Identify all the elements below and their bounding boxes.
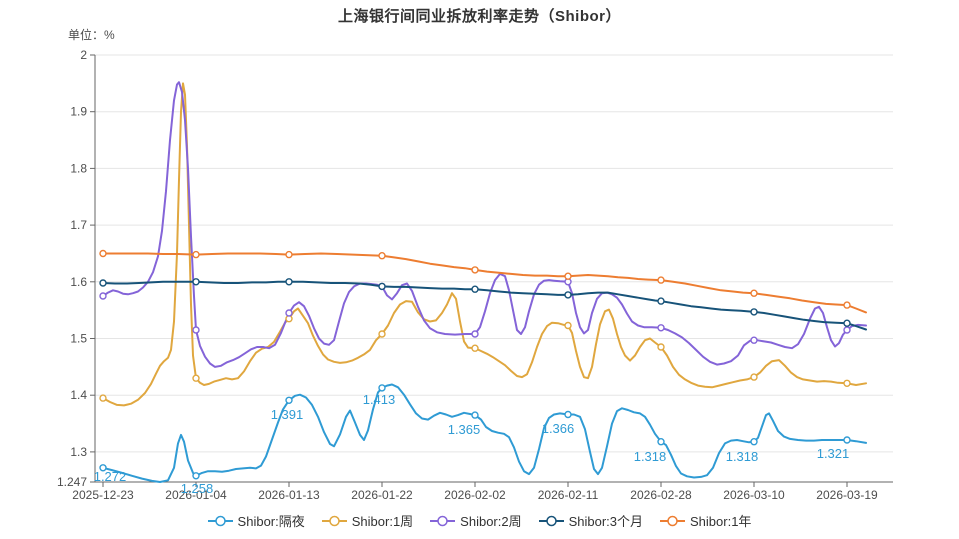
legend-item-label: Shibor:1年 [690,514,752,529]
data-point-marker-1w [657,343,665,351]
data-point-label: 1.391 [271,407,304,422]
data-point-marker-2w [471,330,479,338]
series-line-3m [102,280,867,331]
data-point-marker-overnight [99,464,107,472]
x-axis-tick-label: 2026-02-11 [538,488,599,502]
legend-marker-icon [660,515,686,526]
data-point-marker-1y [843,301,851,309]
y-axis-tick-label: 1.5 [70,332,87,346]
data-point-marker-3m [285,278,293,286]
data-point-marker-overnight [471,411,479,419]
data-point-marker-1w [378,330,386,338]
data-point-marker-overnight [285,396,293,404]
data-point-label: 1.413 [363,392,396,407]
data-point-label: 1.318 [726,449,759,464]
x-axis-tick-label: 2026-02-02 [444,488,506,502]
data-point-marker-2w [285,309,293,317]
legend-marker-icon [430,515,456,526]
data-point-label: 1.366 [542,421,575,436]
data-point-label: 1.258 [181,481,214,496]
data-point-label: 1.272 [94,469,127,484]
legend-item-label: Shibor:2周 [460,514,522,529]
legend-item-1w[interactable]: Shibor:1周 [321,511,414,530]
legend-item-2w[interactable]: Shibor:2周 [430,511,522,530]
data-point-marker-1y [285,250,293,259]
data-point-marker-1w [99,394,107,402]
series-line-2w [102,81,867,368]
data-point-marker-3m [657,297,665,305]
y-axis-tick-label: 1.3 [70,445,87,459]
data-point-marker-1y [192,250,200,259]
data-point-marker-overnight [750,438,758,446]
data-point-marker-3m [99,279,107,287]
legend-item-overnight[interactable]: Shibor:隔夜 [207,511,305,530]
data-point-marker-2w [750,336,758,344]
data-point-marker-overnight [564,410,572,419]
data-point-marker-1w [564,321,572,330]
data-point-marker-1w [471,344,479,352]
series-line-1w [102,82,867,407]
legend-marker-icon [538,515,564,526]
data-point-marker-2w [192,326,200,334]
data-point-marker-3m [843,319,851,327]
legend-item-label: Shibor:隔夜 [237,514,305,529]
data-point-label: 1.365 [448,422,481,437]
data-point-marker-3m [564,291,572,299]
y-axis-tick-label: 1.7 [70,218,87,232]
legend-item-3m[interactable]: Shibor:3个月 [538,511,644,530]
x-axis-tick-label: 2025-12-23 [72,488,134,502]
y-axis-tick-label: 1.6 [70,275,87,289]
data-point-marker-2w [843,326,851,334]
data-point-label: 1.318 [634,449,667,464]
data-point-marker-2w [657,324,665,332]
x-axis-tick-label: 2026-01-22 [351,488,413,502]
legend-item-label: Shibor:1周 [351,514,414,529]
x-axis-tick-label: 2026-02-28 [630,488,692,502]
legend-item-1y[interactable]: Shibor:1年 [660,511,751,530]
data-point-marker-1y [657,276,665,284]
data-point-marker-overnight [843,436,851,444]
data-point-marker-1y [750,289,758,297]
legend: Shibor:隔夜 Shibor:1周 Shibor:2周 Shibor:3个月 Shi… [0,511,959,530]
y-axis-tick-label: 1.4 [70,388,87,402]
data-point-marker-3m [378,282,386,291]
x-axis-tick-label: 2026-03-10 [723,488,785,502]
y-axis-tick-label: 1.247 [57,475,87,489]
data-point-marker-1y [471,266,479,274]
data-point-marker-1y [99,249,107,258]
data-point-marker-1w [192,374,200,382]
data-point-marker-overnight [378,384,386,392]
data-point-marker-overnight [192,472,200,480]
data-point-label: 1.321 [817,446,850,461]
x-axis-tick-label: 2026-01-04 [165,488,227,502]
chart-title: 上海银行间同业拆放利率走势（Shibor） [338,8,621,25]
legend-marker-icon [321,515,347,526]
legend-marker-icon [207,515,233,526]
y-axis-tick-label: 2 [80,48,87,62]
y-axis-tick-label: 1.9 [70,105,87,119]
x-axis-tick-label: 2026-03-19 [816,488,878,502]
y-axis-unit-label: 单位：% [68,28,115,42]
data-point-marker-1y [378,251,386,260]
x-axis-tick-label: 2026-01-13 [258,488,320,502]
y-axis-tick-label: 1.8 [70,161,87,175]
series-line-overnight [102,383,867,483]
data-point-marker-1y [564,272,572,280]
legend-item-label: Shibor:3个月 [568,514,644,529]
data-point-marker-2w [99,292,107,300]
data-point-marker-1w [750,373,758,381]
data-point-marker-3m [471,285,479,293]
data-point-marker-3m [192,278,200,286]
data-point-marker-3m [750,308,758,316]
data-point-marker-1w [843,379,851,387]
data-point-marker-overnight [657,438,665,446]
